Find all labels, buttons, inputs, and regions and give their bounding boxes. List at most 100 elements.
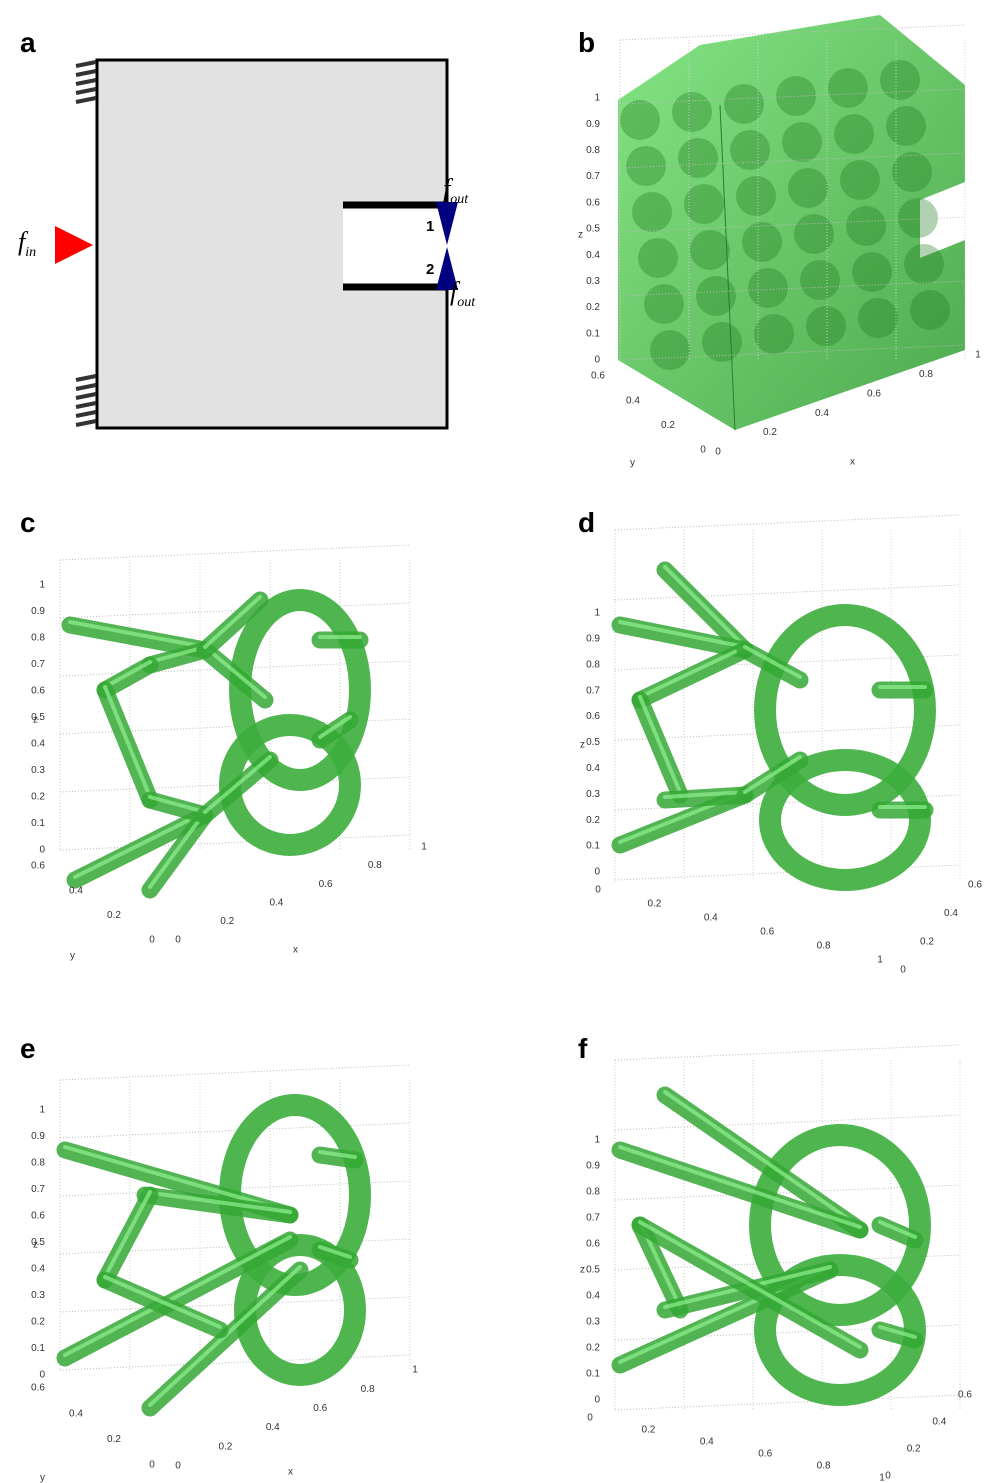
tube xyxy=(640,650,745,700)
panel-label: e xyxy=(20,1033,36,1064)
pore xyxy=(846,206,886,246)
output-force-label: fout xyxy=(443,174,469,207)
z-tick-label: 1 xyxy=(594,608,600,619)
grid-line xyxy=(615,585,960,600)
pore xyxy=(644,284,684,324)
y-tick-label: 0 xyxy=(149,935,155,946)
z-tick-label: 0.3 xyxy=(31,765,45,776)
z-tick-label: 0.7 xyxy=(586,171,600,182)
x-tick-label: 0.8 xyxy=(361,1384,375,1395)
z-tick-label: 0.7 xyxy=(31,659,45,670)
y-tick-label: 0 xyxy=(700,445,706,456)
y-tick-label: 0 xyxy=(885,1471,891,1482)
z-axis-label: z xyxy=(33,1240,38,1251)
y-tick-label: 0.4 xyxy=(944,908,958,919)
x-tick-label: 0.2 xyxy=(218,1441,232,1452)
grid-line xyxy=(615,1395,960,1410)
z-tick-label: 1 xyxy=(39,1105,45,1116)
y-tick-label: 0.6 xyxy=(591,371,605,382)
x-tick-label: 0.4 xyxy=(704,913,718,924)
grid-line xyxy=(615,1115,960,1130)
panel-label: b xyxy=(578,27,595,58)
support-bottom xyxy=(76,376,96,425)
x-tick-label: 0.2 xyxy=(641,1425,655,1436)
x-tick-label: 0.4 xyxy=(266,1422,280,1433)
y-tick-label: 0.4 xyxy=(626,395,640,406)
z-tick-label: 0.6 xyxy=(586,197,600,208)
z-tick-label: 0.6 xyxy=(586,711,600,722)
pore xyxy=(910,290,950,330)
y-axis-label: y xyxy=(40,1473,45,1483)
y-tick-label: 0.2 xyxy=(920,936,934,947)
z-tick-label: 0.8 xyxy=(586,145,600,156)
x-tick-label: 0.6 xyxy=(758,1449,772,1460)
z-tick-label: 0.3 xyxy=(31,1290,45,1301)
x-tick-label: 0.4 xyxy=(700,1437,714,1448)
grid-line xyxy=(60,835,410,850)
z-tick-label: 0.1 xyxy=(31,818,45,829)
x-tick-label: 0 xyxy=(595,885,601,896)
x-tick-label: 0.4 xyxy=(815,408,829,419)
z-tick-label: 0.3 xyxy=(586,276,600,287)
z-tick-label: 0.9 xyxy=(31,1131,45,1142)
z-tick-label: 0.4 xyxy=(586,763,600,774)
panel-f: f00.10.20.30.40.50.60.70.80.9100.20.40.6… xyxy=(578,1033,972,1483)
z-tick-label: 0 xyxy=(39,845,45,856)
z-axis-label: z xyxy=(580,740,585,751)
y-tick-label: 0.2 xyxy=(661,420,675,431)
z-tick-label: 0 xyxy=(594,355,600,366)
tube xyxy=(620,1150,860,1230)
pore xyxy=(626,146,666,186)
pore xyxy=(748,268,788,308)
z-tick-label: 0.7 xyxy=(31,1184,45,1195)
z-tick-label: 0.4 xyxy=(31,739,45,750)
x-tick-label: 0.2 xyxy=(220,916,234,927)
pore xyxy=(806,306,846,346)
x-tick-label: 1 xyxy=(412,1365,418,1376)
z-tick-label: 0.2 xyxy=(586,1343,600,1354)
z-tick-label: 0.5 xyxy=(586,1265,600,1276)
pore xyxy=(638,238,678,278)
x-tick-label: 0 xyxy=(587,1413,593,1424)
figure: a fin fout fout 1 2 b00.10.20.30.40.50.6… xyxy=(0,0,992,1483)
y-tick-label: 0.2 xyxy=(907,1444,921,1455)
z-tick-label: 0.1 xyxy=(31,1343,45,1354)
pore xyxy=(736,176,776,216)
z-tick-label: 0.7 xyxy=(586,685,600,696)
z-tick-label: 0.5 xyxy=(586,737,600,748)
pore xyxy=(886,106,926,146)
pore xyxy=(794,214,834,254)
y-axis-label: y xyxy=(70,951,75,962)
pore xyxy=(892,152,932,192)
z-tick-label: 0.9 xyxy=(586,634,600,645)
pore xyxy=(800,260,840,300)
grid-line xyxy=(615,515,960,530)
panel-label: a xyxy=(20,27,36,58)
pore xyxy=(776,76,816,116)
z-tick-label: 1 xyxy=(594,93,600,104)
z-tick-label: 0.2 xyxy=(31,1317,45,1328)
tube-highlight xyxy=(105,687,150,797)
z-tick-label: 0.6 xyxy=(31,1211,45,1222)
z-tick-label: 0.9 xyxy=(586,1161,600,1172)
pore xyxy=(754,314,794,354)
pore xyxy=(834,114,874,154)
input-force-label: fin xyxy=(18,227,36,260)
pore xyxy=(852,252,892,292)
pore xyxy=(904,244,944,284)
x-tick-label: 0 xyxy=(175,935,181,946)
z-axis-label: z xyxy=(580,1265,585,1276)
y-tick-label: 0.6 xyxy=(968,880,982,891)
x-tick-label: 1 xyxy=(975,350,981,361)
y-tick-label: 0.4 xyxy=(932,1417,946,1428)
z-tick-label: 0.5 xyxy=(586,224,600,235)
pore xyxy=(730,130,770,170)
z-tick-label: 0.2 xyxy=(586,302,600,313)
z-tick-label: 0.1 xyxy=(586,1369,600,1380)
z-tick-label: 0.4 xyxy=(586,250,600,261)
pore xyxy=(742,222,782,262)
z-tick-label: 0.1 xyxy=(586,328,600,339)
pore xyxy=(840,160,880,200)
y-tick-label: 0.6 xyxy=(31,1383,45,1394)
ring xyxy=(770,760,920,880)
